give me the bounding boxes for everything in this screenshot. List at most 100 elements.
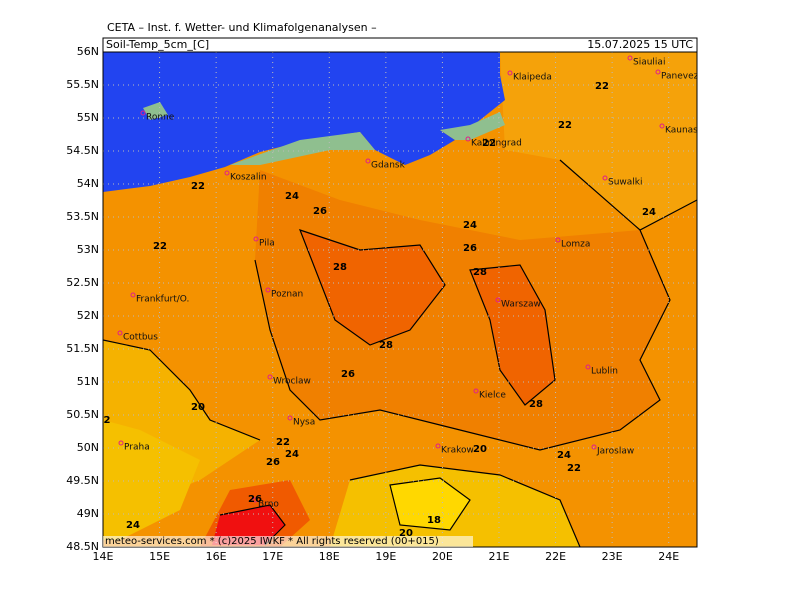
- lon-label: 22E: [545, 550, 566, 563]
- lat-label: 51N: [77, 375, 99, 388]
- sea: [103, 52, 505, 192]
- city-label: Cottbus: [123, 333, 158, 343]
- city-marker: [473, 388, 479, 394]
- contour-label: 22: [276, 437, 290, 448]
- lat-label: 52N: [77, 309, 99, 322]
- contour-label: 28: [473, 267, 487, 278]
- contour-label: 22: [558, 120, 572, 131]
- lon-label: 16E: [206, 550, 227, 563]
- contour-label: 26: [463, 243, 477, 254]
- city-marker: [602, 175, 608, 181]
- city-marker: [465, 136, 471, 142]
- isoline: [298, 229, 446, 346]
- contour-label: 20: [473, 444, 487, 455]
- isoline: [349, 464, 581, 547]
- city-marker: [435, 443, 441, 449]
- lat-label: 56N: [77, 45, 99, 58]
- contour-label: 26: [313, 206, 327, 217]
- isoline: [254, 229, 671, 451]
- contour-label: 22: [153, 241, 167, 252]
- city-marker: [265, 287, 271, 293]
- contour-label: 24: [557, 450, 571, 461]
- isoline: [559, 159, 697, 231]
- lon-label: 23E: [602, 550, 623, 563]
- island: [143, 102, 168, 120]
- city-marker: [659, 123, 665, 129]
- lat-label: 51.5N: [66, 342, 99, 355]
- city-marker: [287, 415, 293, 421]
- contour-label: 24: [285, 449, 299, 460]
- lat-label: 53N: [77, 243, 99, 256]
- lat-label: 49N: [77, 507, 99, 520]
- lon-label: 24E: [658, 550, 679, 563]
- city-marker: [555, 237, 561, 243]
- lat-label: 55.5N: [66, 78, 99, 91]
- contour-label: 2: [104, 415, 111, 426]
- city-label: Klaipeda: [513, 73, 552, 83]
- contour-label: 24: [285, 191, 299, 202]
- header-title: CETA – Inst. f. Wetter- und Klimafolgena…: [107, 21, 377, 34]
- coolest-carpathian: [390, 478, 470, 530]
- contour-label: 26: [341, 369, 355, 380]
- lat-label: 50N: [77, 441, 99, 454]
- city-marker: [267, 374, 273, 380]
- lon-label: 14E: [93, 550, 114, 563]
- contour-label: 26: [248, 494, 262, 505]
- city-label: Kielce: [479, 391, 506, 401]
- city-marker: [507, 70, 513, 76]
- city-label: Frankfurt/O.: [136, 295, 189, 305]
- lat-label: 54.5N: [66, 144, 99, 157]
- city-label: Praha: [124, 443, 150, 453]
- city-marker: [118, 440, 124, 446]
- city-label: Pila: [259, 239, 275, 249]
- cool-sw: [103, 420, 200, 540]
- city-marker: [585, 364, 591, 370]
- lat-label: 54N: [77, 177, 99, 190]
- isoline: [389, 477, 471, 531]
- city-label: Nysa: [293, 418, 315, 428]
- city-marker: [365, 158, 371, 164]
- city-marker: [140, 110, 146, 116]
- hottest-area: [300, 230, 555, 405]
- lon-label: 19E: [375, 550, 396, 563]
- city-label: Warszaw: [501, 300, 541, 310]
- city-label: Suwalki: [608, 178, 643, 188]
- city-marker: [224, 170, 230, 176]
- city-label: Kaliningrad: [471, 139, 522, 149]
- lon-label: 18E: [319, 550, 340, 563]
- contour-label: 24: [642, 207, 656, 218]
- hottest-south: [212, 505, 285, 545]
- lat-label: 50.5N: [66, 408, 99, 421]
- contour-label: 24: [126, 520, 140, 531]
- lon-label: 20E: [432, 550, 453, 563]
- contour-label: 18: [427, 515, 441, 526]
- lon-label: 17E: [262, 550, 283, 563]
- contour-label: 28: [379, 340, 393, 351]
- contour-label: 20: [399, 528, 413, 539]
- lat-label: 52.5N: [66, 276, 99, 289]
- city-marker: [117, 330, 123, 336]
- contour-label: 20: [191, 402, 205, 413]
- city-marker: [252, 497, 258, 503]
- field-label: Soil-Temp_5cm_[C]: [106, 38, 209, 51]
- contour-label: 26: [266, 457, 280, 468]
- contour-label: 22: [595, 81, 609, 92]
- contour-label: 24: [463, 220, 477, 231]
- city-label: Jaroslaw: [596, 447, 634, 457]
- city-label: Koszalin: [230, 173, 267, 183]
- valid-time: 15.07.2025 15 UTC: [587, 38, 693, 51]
- contour-label: 22: [482, 138, 496, 149]
- city-label: Kaunas: [665, 126, 698, 136]
- contour-label: 28: [333, 262, 347, 273]
- city-label: Krakow: [441, 446, 474, 456]
- isoline: [103, 339, 261, 441]
- contour-label: 28: [529, 399, 543, 410]
- footer-bg: [103, 536, 473, 547]
- isoline: [469, 264, 556, 406]
- map-area: Siauliai Panevezys Klaipeda Ronne Kaunas Kali…: [103, 52, 698, 547]
- city-label: Wroclaw: [273, 377, 311, 387]
- lat-label: 48.5N: [66, 540, 99, 553]
- isoline: [219, 504, 286, 546]
- city-label: Poznan: [271, 290, 303, 300]
